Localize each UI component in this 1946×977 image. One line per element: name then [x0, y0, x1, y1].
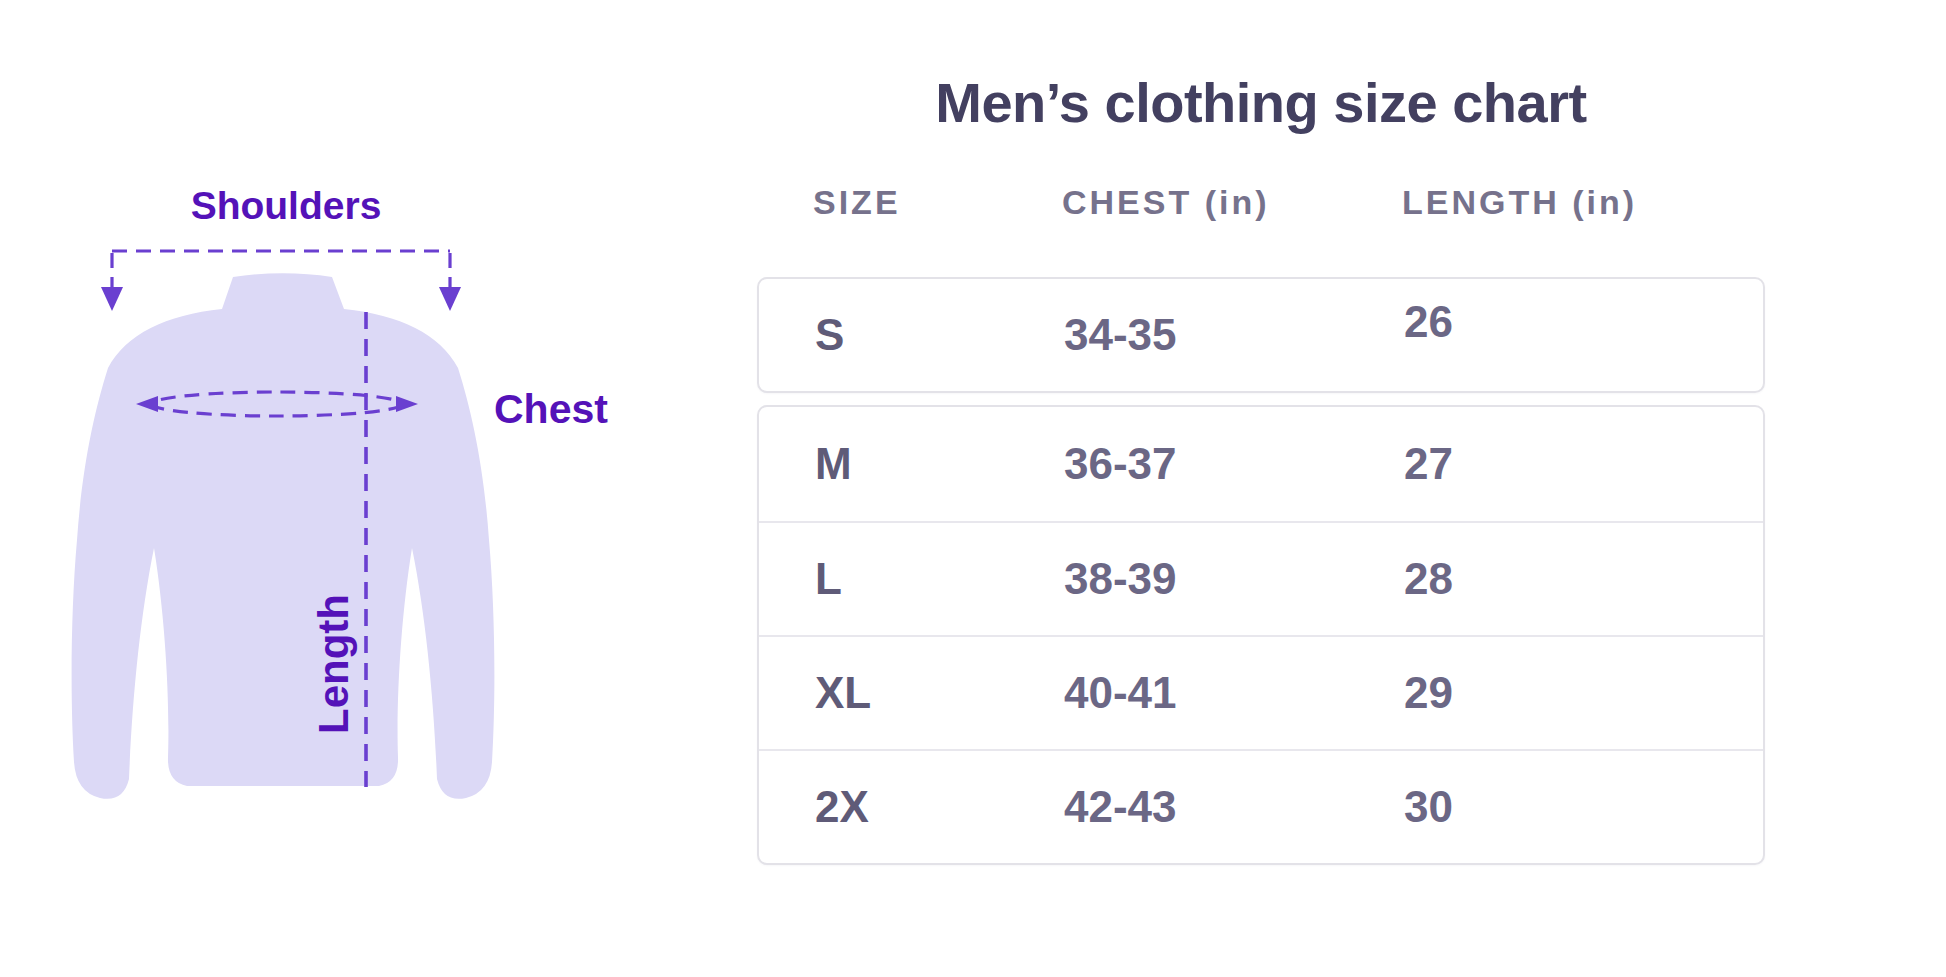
- size-cell: XL: [815, 668, 1064, 718]
- shoulders-arrow-right-icon: [439, 287, 461, 311]
- size-cell: 2X: [815, 782, 1064, 832]
- size-cell: L: [815, 554, 1064, 604]
- page-title: Men’s clothing size chart: [757, 70, 1765, 135]
- size-cell: M: [815, 439, 1064, 489]
- shoulders-arrow-left-icon: [101, 287, 123, 311]
- length-label: Length: [310, 594, 358, 734]
- length-cell: 26: [1404, 297, 1763, 347]
- table-row: M 36-37 27: [759, 407, 1763, 521]
- shoulders-label: Shoulders: [116, 184, 456, 228]
- chest-cell: 36-37: [1064, 439, 1404, 489]
- table-header-row: SIZE CHEST (in) LENGTH (in): [757, 183, 1765, 222]
- table-row: L 38-39 28: [759, 521, 1763, 635]
- shirt-diagram-graphic: [0, 0, 720, 977]
- chest-label: Chest: [494, 386, 608, 433]
- table-card-top: S 34-35 26: [757, 277, 1765, 393]
- column-header-length: LENGTH (in): [1402, 183, 1765, 222]
- chest-cell: 34-35: [1064, 310, 1404, 360]
- table-row: 2X 42-43 30: [759, 749, 1763, 863]
- chest-cell: 42-43: [1064, 782, 1404, 832]
- column-header-chest: CHEST (in): [1062, 183, 1402, 222]
- shirt-silhouette: [72, 273, 495, 799]
- chest-cell: 40-41: [1064, 668, 1404, 718]
- length-cell: 28: [1404, 554, 1763, 604]
- table-row: XL 40-41 29: [759, 635, 1763, 749]
- table-row: S 34-35 26: [759, 279, 1763, 391]
- shirt-measurement-diagram: Shoulders Chest Length: [0, 0, 720, 977]
- column-header-size: SIZE: [813, 183, 1062, 222]
- length-cell: 27: [1404, 439, 1763, 489]
- length-cell: 30: [1404, 782, 1763, 832]
- table-card-bottom: M 36-37 27 L 38-39 28 XL 40-41 29 2X 42-…: [757, 405, 1765, 865]
- size-cell: S: [815, 310, 1064, 360]
- length-cell: 29: [1404, 668, 1763, 718]
- chest-cell: 38-39: [1064, 554, 1404, 604]
- size-chart-page: Shoulders Chest Length Men’s clothing si…: [0, 0, 1946, 977]
